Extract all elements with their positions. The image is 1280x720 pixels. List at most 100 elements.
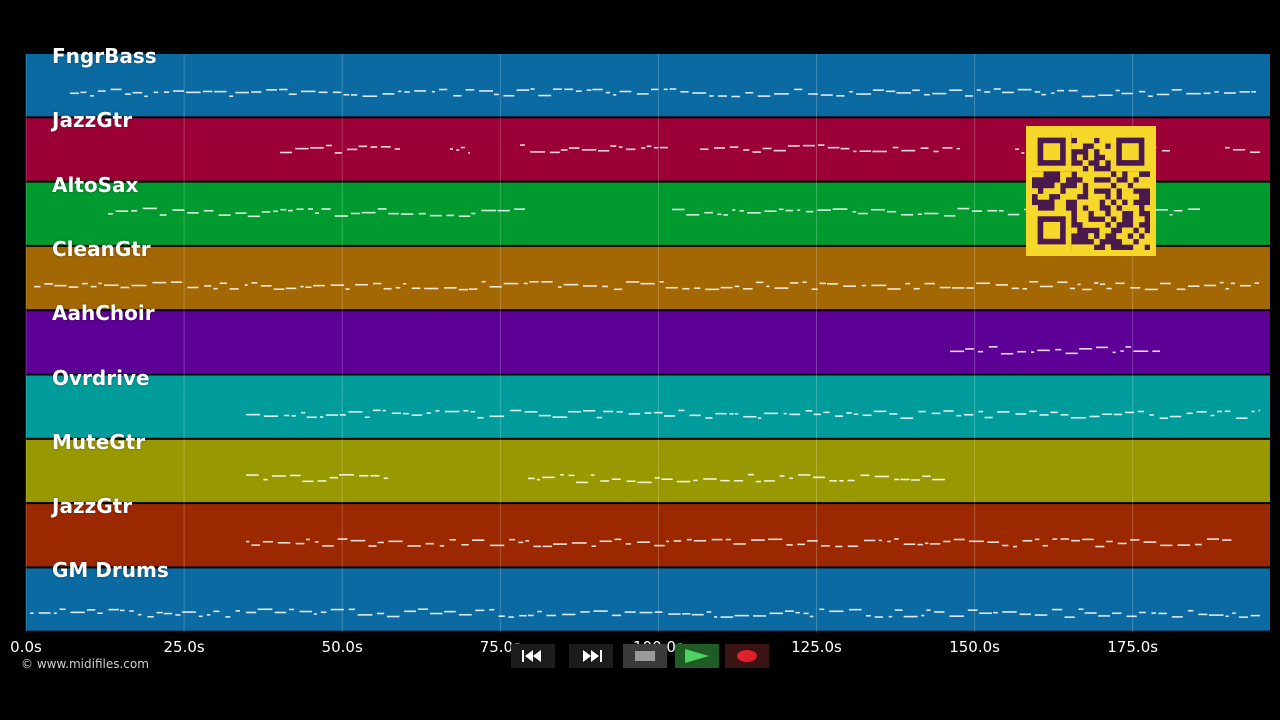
- note-dash: [370, 146, 378, 148]
- note-dash: [1198, 613, 1208, 616]
- note-dash: [430, 612, 443, 615]
- note-dash: [334, 215, 348, 217]
- note-dash: [364, 416, 370, 419]
- note-dash: [1031, 351, 1035, 353]
- fast-forward-button[interactable]: [569, 644, 613, 668]
- note-dash: [187, 286, 199, 289]
- note-dash: [1188, 285, 1200, 287]
- note-dash: [337, 538, 348, 540]
- note-dash: [762, 147, 772, 150]
- note-dash: [407, 545, 421, 547]
- note-dash: [624, 611, 636, 613]
- note-dash: [263, 478, 268, 481]
- stop-button[interactable]: [623, 644, 667, 668]
- note-dash: [745, 91, 754, 94]
- note-dash: [411, 414, 423, 416]
- note-dash: [654, 611, 663, 613]
- note-dash: [458, 215, 471, 218]
- note-dash: [202, 90, 213, 93]
- note-dash: [812, 476, 826, 479]
- note-dash: [1112, 612, 1122, 615]
- note-dash: [952, 287, 965, 289]
- note-dash: [613, 94, 617, 96]
- note-dash: [1034, 538, 1040, 541]
- note-dash: [783, 412, 787, 415]
- note-dash: [682, 287, 690, 290]
- play-button[interactable]: [675, 644, 719, 668]
- note-dash: [1126, 615, 1137, 618]
- note-dash: [435, 409, 440, 412]
- note-dash: [131, 210, 138, 212]
- note-dash: [626, 480, 636, 483]
- note-dash: [288, 93, 297, 96]
- note-dash: [715, 412, 727, 415]
- note-dash: [330, 284, 345, 286]
- note-dash: [979, 612, 992, 615]
- track-label: AahChoir: [52, 301, 155, 326]
- note-dash: [580, 611, 590, 613]
- note-dash: [388, 540, 403, 543]
- note-dash: [528, 614, 534, 617]
- note-dash: [489, 415, 505, 418]
- note-dash: [644, 412, 652, 414]
- note-dash: [1153, 209, 1168, 211]
- note-dash: [733, 479, 744, 482]
- note-dash: [795, 611, 800, 614]
- note-dash: [626, 281, 640, 283]
- note-dash: [926, 609, 931, 611]
- note-dash: [903, 615, 918, 618]
- note-dash: [444, 610, 456, 613]
- note-dash: [836, 95, 845, 97]
- note-dash: [463, 409, 469, 412]
- note-dash: [774, 287, 789, 289]
- note-dash: [296, 208, 304, 211]
- rewind-button[interactable]: [511, 644, 555, 668]
- note-dash: [964, 413, 974, 416]
- note-dash: [752, 615, 767, 617]
- note-dash: [273, 288, 285, 291]
- note-dash: [1037, 349, 1050, 352]
- note-dash: [806, 540, 818, 542]
- note-dash: [1225, 287, 1230, 290]
- note-dash: [348, 411, 363, 413]
- note-dash: [1034, 614, 1048, 616]
- note-dash: [1152, 350, 1160, 353]
- note-dash: [720, 616, 734, 618]
- note-dash: [901, 149, 916, 152]
- note-dash: [1017, 350, 1027, 353]
- note-dash: [339, 474, 354, 476]
- note-dash: [605, 91, 611, 94]
- note-dash: [418, 212, 426, 215]
- note-dash: [1171, 616, 1183, 618]
- note-dash: [400, 213, 414, 215]
- note-dash: [70, 92, 79, 95]
- note-dash: [673, 540, 682, 542]
- note-dash: [558, 286, 562, 288]
- note-dash: [1117, 542, 1127, 545]
- note-dash: [295, 542, 305, 545]
- note-dash: [865, 614, 871, 617]
- note-dash: [924, 542, 929, 545]
- note-dash: [1224, 410, 1231, 413]
- note-dash: [1173, 209, 1183, 212]
- record-button[interactable]: [725, 644, 769, 668]
- note-dash: [277, 542, 291, 544]
- note-dash: [827, 283, 839, 285]
- note-dash: [537, 610, 542, 613]
- note-dash: [1222, 539, 1232, 541]
- note-dash: [886, 210, 897, 213]
- note-dash: [769, 612, 784, 615]
- note-dash: [246, 611, 257, 614]
- note-dash: [779, 208, 784, 211]
- note-dash: [1106, 287, 1112, 290]
- note-dash: [68, 286, 79, 288]
- note-dash: [766, 285, 770, 288]
- note-dash: [198, 615, 203, 618]
- note-dash: [287, 209, 293, 212]
- note-dash: [81, 282, 88, 285]
- note-dash: [943, 410, 954, 412]
- note-dash: [852, 210, 857, 213]
- note-dash: [280, 208, 287, 211]
- note-dash: [768, 538, 783, 541]
- note-dash: [147, 615, 154, 618]
